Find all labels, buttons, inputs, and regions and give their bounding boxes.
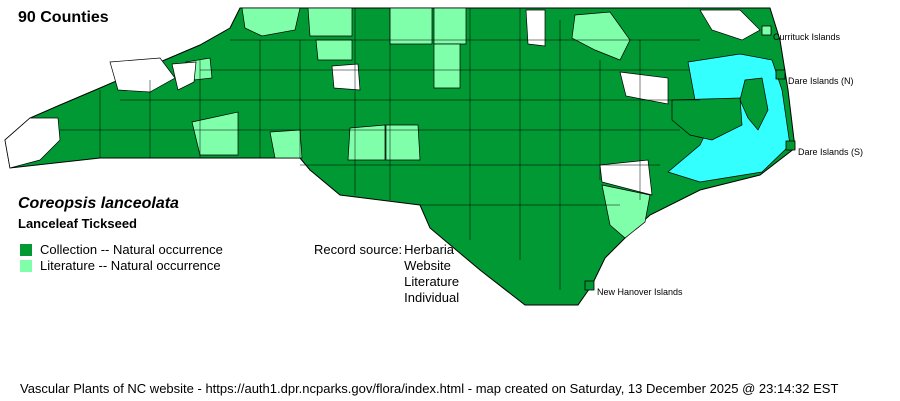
- literature-counties: [185, 7, 651, 239]
- county-borders: [60, 8, 700, 290]
- record-source-item: Herbaria: [404, 242, 455, 257]
- island-label-new-hanover: New Hanover Islands: [597, 287, 683, 297]
- record-source-item: Website: [404, 258, 451, 273]
- island-label-currituck: Currituck Islands: [773, 32, 841, 42]
- record-source-label: Record source:: [314, 242, 403, 257]
- record-source-item: Literature: [404, 274, 460, 289]
- collection-swatch: [20, 243, 32, 256]
- common-name: Lanceleaf Tickseed: [18, 216, 137, 231]
- hyde-peninsula: [671, 97, 743, 141]
- island-label-dare-s: Dare Islands (S): [798, 147, 864, 157]
- literature-swatch: [20, 259, 32, 272]
- county-count: 90 Counties: [18, 9, 109, 26]
- record-source-item: Individual: [404, 290, 460, 305]
- no-record-counties: [4, 9, 761, 196]
- island-markers: [584, 25, 796, 291]
- legend-label: Literature -- Natural occurrence: [40, 258, 221, 273]
- legend-label: Collection -- Natural occurrence: [40, 242, 223, 257]
- legend-literature: Literature -- Natural occurrence: [20, 258, 221, 273]
- footer-credit: Vascular Plants of NC website - https://…: [20, 381, 839, 396]
- scientific-name: Coreopsis lanceolata: [18, 195, 179, 212]
- record-source: Record source: Herbaria Website Literatu…: [314, 242, 459, 306]
- legend-collection: Collection -- Natural occurrence: [20, 242, 223, 257]
- island-label-dare-n: Dare Islands (N): [788, 76, 854, 86]
